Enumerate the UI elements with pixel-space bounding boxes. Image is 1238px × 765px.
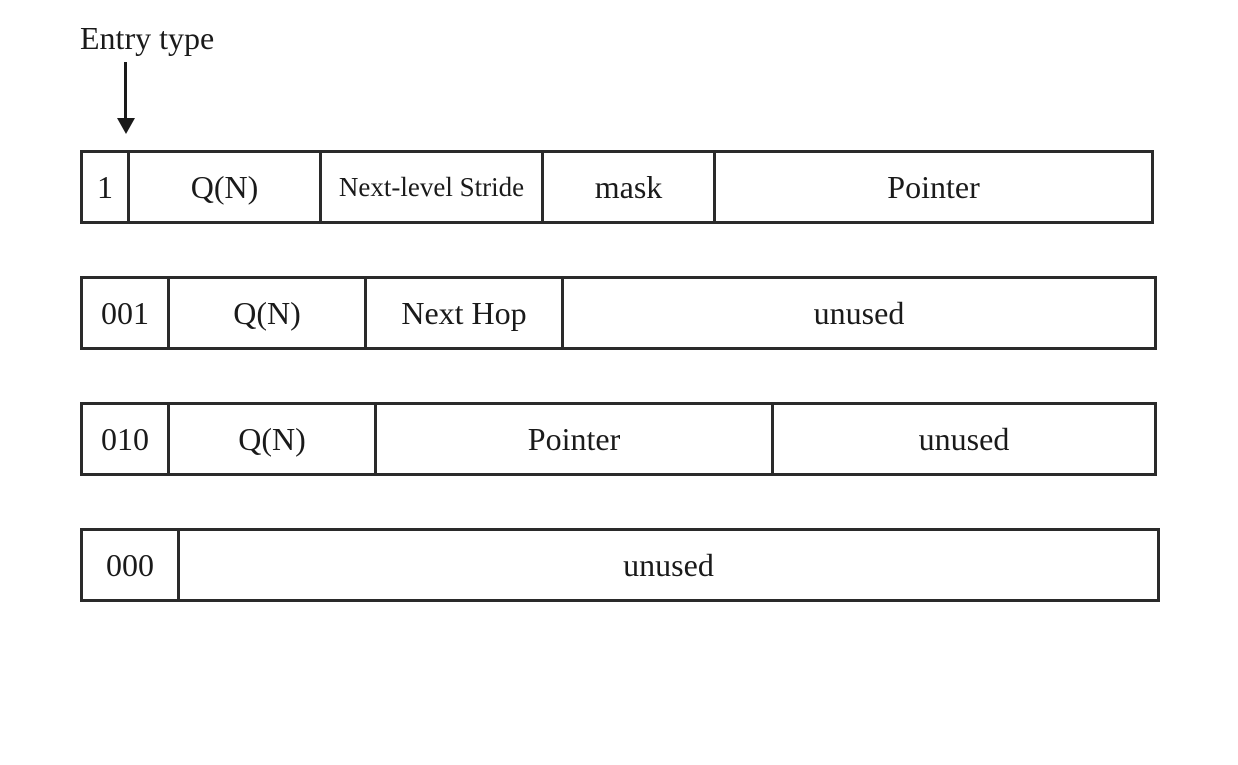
field-cell: Next Hop	[364, 276, 564, 350]
entry-type-arrow	[118, 62, 120, 132]
entry-format-row: 1Q(N)Next-level StridemaskPointer	[80, 150, 1160, 224]
field-cell: mask	[541, 150, 716, 224]
field-cell: Q(N)	[127, 150, 322, 224]
field-cell: Q(N)	[167, 402, 377, 476]
field-cell: Q(N)	[167, 276, 367, 350]
entry-type-annotation: Entry type	[80, 20, 214, 57]
field-cell: 001	[80, 276, 170, 350]
field-cell: unused	[771, 402, 1157, 476]
field-cell: 1	[80, 150, 130, 224]
entry-format-rows: 1Q(N)Next-level StridemaskPointer001Q(N)…	[80, 150, 1160, 654]
entry-format-row: 010Q(N)Pointerunused	[80, 402, 1160, 476]
field-cell: Pointer	[374, 402, 774, 476]
field-cell: unused	[177, 528, 1160, 602]
entry-format-row: 000unused	[80, 528, 1160, 602]
field-cell: 010	[80, 402, 170, 476]
field-cell: 000	[80, 528, 180, 602]
entry-format-row: 001Q(N)Next Hopunused	[80, 276, 1160, 350]
field-cell: Next-level Stride	[319, 150, 544, 224]
field-cell: Pointer	[713, 150, 1154, 224]
field-cell: unused	[561, 276, 1157, 350]
